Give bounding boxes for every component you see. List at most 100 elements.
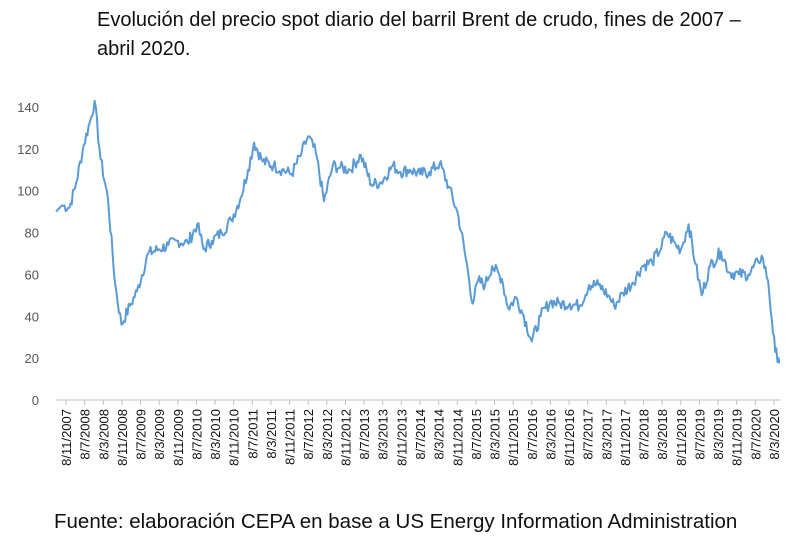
y-tick-label: 80 (25, 226, 39, 241)
data-point (622, 292, 624, 294)
x-tick-label: 8/3/2018 (655, 409, 670, 460)
data-point (187, 242, 189, 244)
data-point (272, 164, 274, 166)
y-tick-label: 120 (17, 142, 39, 157)
data-point (738, 273, 740, 275)
data-point (196, 223, 198, 225)
x-tick-label: 8/3/2013 (376, 409, 391, 460)
data-point (559, 303, 561, 305)
data-point (539, 315, 541, 317)
x-tick-label: 8/7/2010 (189, 409, 204, 460)
data-point (531, 340, 533, 342)
y-tick-label: 0 (32, 393, 39, 408)
y-tick-label: 60 (25, 267, 39, 282)
data-point (68, 206, 70, 208)
data-point (757, 261, 759, 263)
data-point (339, 167, 341, 169)
data-point (419, 173, 421, 175)
x-tick-label: 8/11/2011 (283, 409, 298, 465)
data-point (409, 169, 411, 171)
x-tick-label: 8/11/2013 (394, 409, 409, 466)
y-tick-label: 100 (17, 184, 39, 199)
data-point (93, 100, 95, 102)
x-tick-label: 8/3/2010 (208, 409, 223, 460)
data-point (774, 351, 776, 353)
data-point (439, 162, 441, 164)
data-point (147, 252, 149, 254)
data-point (613, 305, 615, 307)
data-point (107, 198, 109, 200)
data-point (569, 303, 571, 305)
data-point (507, 307, 509, 309)
data-point (370, 183, 372, 185)
data-point (75, 181, 77, 183)
x-tick-label: 8/11/2019 (730, 409, 745, 466)
x-tick-label: 8/11/2012 (338, 409, 353, 466)
data-point (641, 265, 643, 267)
x-tick-label: 8/11/2018 (674, 409, 689, 466)
x-tick-label: 8/3/2019 (711, 409, 726, 460)
data-point (549, 300, 551, 302)
data-point (315, 152, 317, 154)
data-point (767, 280, 769, 282)
data-point (747, 273, 749, 275)
x-tick-label: 8/3/2012 (320, 409, 335, 460)
data-point (467, 271, 469, 273)
data-point (720, 250, 722, 252)
data-point (523, 315, 525, 317)
data-point (281, 169, 283, 171)
x-tick-label: 8/7/2017 (581, 409, 596, 460)
data-point (360, 154, 362, 156)
data-point (651, 261, 653, 263)
x-tick-label: 8/7/2009 (134, 409, 149, 460)
x-tick-label: 8/7/2015 (469, 409, 484, 460)
y-tick-label: 140 (17, 100, 39, 115)
data-point (597, 284, 599, 286)
data-point (332, 164, 334, 166)
x-tick-label: 8/11/2009 (171, 409, 186, 466)
data-point (177, 240, 179, 242)
x-tick-label: 8/7/2020 (748, 409, 763, 460)
data-point (114, 284, 116, 286)
data-point (779, 361, 781, 363)
data-point (90, 116, 92, 118)
data-point (253, 141, 255, 143)
data-point (472, 303, 474, 305)
x-tick-label: 8/3/2008 (96, 409, 111, 460)
data-point (761, 254, 763, 256)
data-point (83, 144, 85, 146)
data-point (61, 204, 63, 206)
data-point (230, 219, 232, 221)
x-tick-label: 8/3/2016 (543, 409, 558, 460)
plot-area (55, 99, 781, 364)
data-point (728, 271, 730, 273)
x-tick-label: 8/7/2014 (413, 409, 428, 460)
data-point (247, 169, 249, 171)
data-point (136, 290, 138, 292)
x-tick-label: 8/7/2016 (525, 409, 540, 460)
data-point (448, 185, 450, 187)
data-point (607, 294, 609, 296)
data-point (129, 305, 131, 307)
data-point (665, 231, 667, 233)
y-tick-label: 40 (25, 309, 39, 324)
x-tick-label: 8/11/2016 (562, 409, 577, 466)
data-point (491, 265, 493, 267)
chart-title: Evolución del precio spot diario del bar… (97, 9, 741, 60)
data-point (709, 265, 711, 267)
data-point (300, 152, 302, 154)
data-point (631, 282, 633, 284)
data-point (99, 158, 101, 160)
data-point (307, 135, 309, 137)
data-point (399, 171, 401, 173)
data-point (291, 173, 293, 175)
y-tick-label: 20 (25, 351, 39, 366)
y-axis: 0 20 40 60 80 100 120 140 (17, 100, 39, 408)
x-tick-label: 8/3/2014 (432, 409, 447, 460)
data-point (428, 171, 430, 173)
data-point (211, 240, 213, 242)
data-point (477, 280, 479, 282)
data-point (694, 263, 696, 265)
data-point (515, 296, 517, 298)
